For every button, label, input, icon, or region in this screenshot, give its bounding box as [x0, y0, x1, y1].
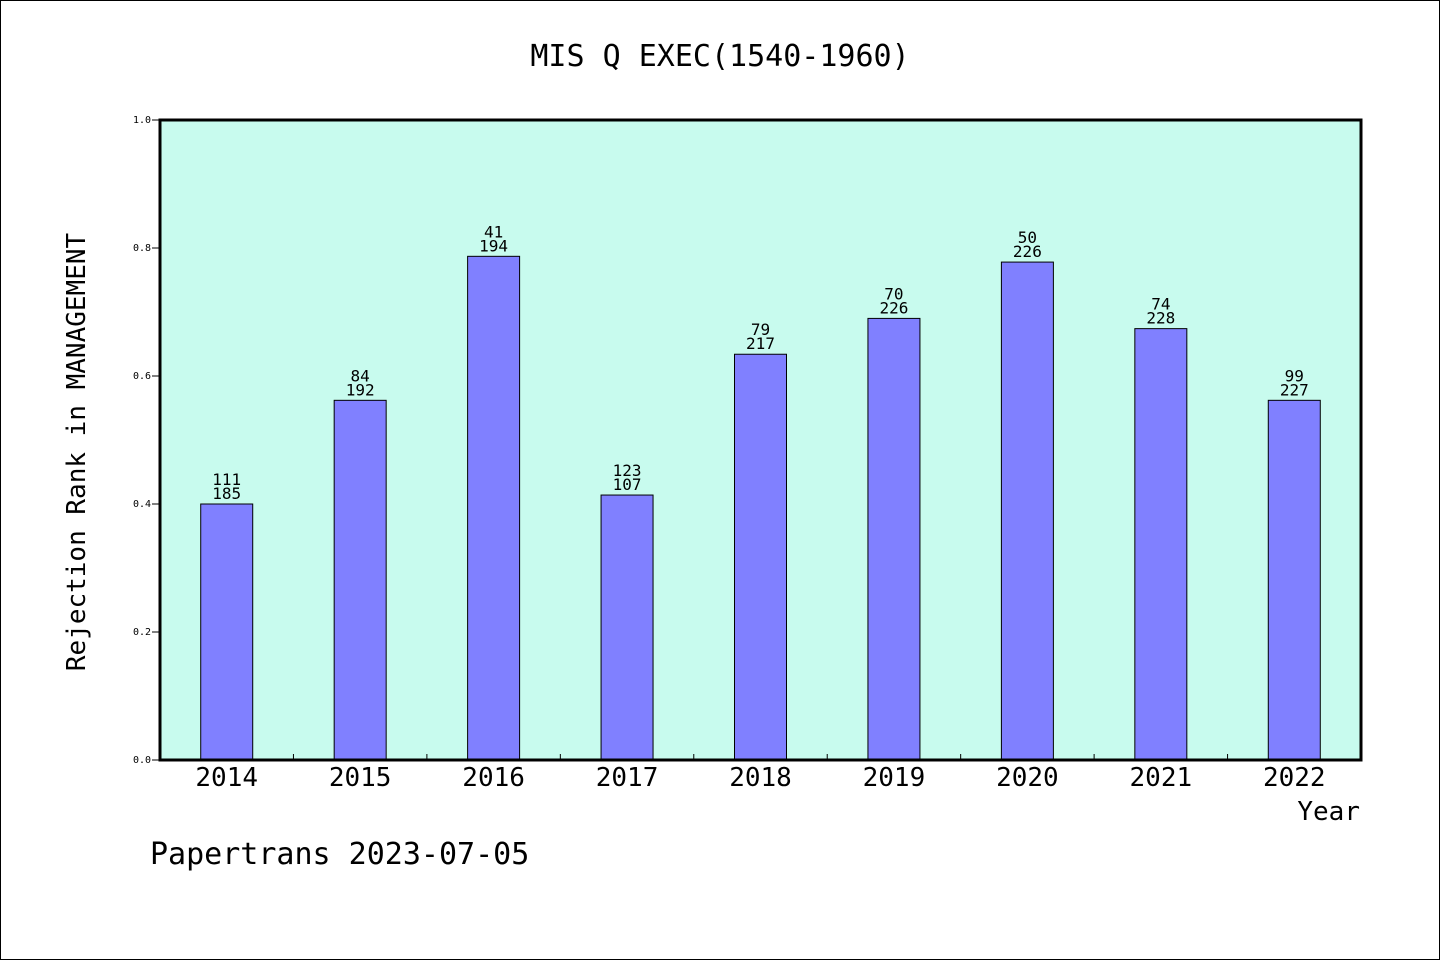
plot-border	[158, 118, 1363, 762]
x-tick-label: 2021	[1130, 763, 1193, 793]
x-axis-label: Year	[1297, 797, 1360, 827]
y-tick-label: 1.0	[133, 115, 151, 126]
bar-label-bottom: 185	[212, 484, 241, 503]
bar-2017	[600, 494, 654, 761]
x-tick-label: 2022	[1263, 763, 1326, 793]
bar-2019	[867, 317, 921, 761]
y-tick-label: 0.2	[133, 627, 151, 638]
bar-2018	[734, 353, 787, 761]
y-tick-label: 0.8	[133, 243, 151, 254]
bar-label-top: 41	[484, 222, 503, 241]
bar-2016	[467, 255, 521, 761]
bar-label-top: 111	[212, 470, 241, 489]
bar-label-bottom: 227	[1280, 380, 1309, 399]
bar-label-bottom: 107	[613, 475, 642, 494]
x-tick-label: 2016	[462, 763, 525, 793]
bar-label-bottom: 228	[1146, 309, 1175, 328]
bar-2021	[1134, 328, 1188, 761]
bar-label-bottom: 226	[1013, 242, 1042, 261]
x-tick-label: 2019	[863, 763, 926, 793]
y-tick-label: 0.4	[133, 499, 151, 510]
bar-label-top: 50	[1018, 228, 1037, 247]
footer-text: Papertrans 2023-07-05	[150, 837, 529, 872]
bar-label-top: 123	[613, 461, 642, 480]
bar-label-bottom: 226	[879, 298, 908, 317]
chart-title: MIS Q EXEC(1540-1960)	[530, 39, 909, 74]
bar-label-top: 79	[751, 320, 770, 339]
bar-label-bottom: 194	[479, 236, 508, 255]
y-axis: 0.0 0.2 0.4 0.6 0.8 1.0	[133, 115, 160, 766]
x-tick-label: 2020	[996, 763, 1059, 793]
x-tick-label: 2017	[596, 763, 659, 793]
bar-label-bottom: 192	[346, 380, 375, 399]
bar-label-top: 99	[1285, 366, 1304, 385]
bar-2014	[200, 503, 254, 761]
bar-2022	[1267, 399, 1321, 761]
bar-label-bottom: 217	[746, 334, 775, 353]
bar-2015	[333, 399, 387, 761]
bar-label-top: 74	[1151, 295, 1170, 314]
x-tick-label: 2014	[195, 763, 258, 793]
bars: 1111858419241194123107792177022650226742…	[200, 222, 1321, 761]
x-tick-label: 2015	[329, 763, 392, 793]
y-axis-label: Rejection Rank in MANAGEMENT	[62, 233, 92, 672]
y-tick-label: 0.6	[133, 371, 151, 382]
bar-label-top: 70	[884, 284, 903, 303]
y-tick-label: 0.0	[133, 755, 151, 766]
x-tick-label: 2018	[729, 763, 792, 793]
bar-2020	[1000, 261, 1054, 761]
bar-label-top: 84	[351, 366, 370, 385]
x-axis: 2014 2015 2016 2017 2018 2019 2020 2021 2022	[195, 754, 1326, 793]
